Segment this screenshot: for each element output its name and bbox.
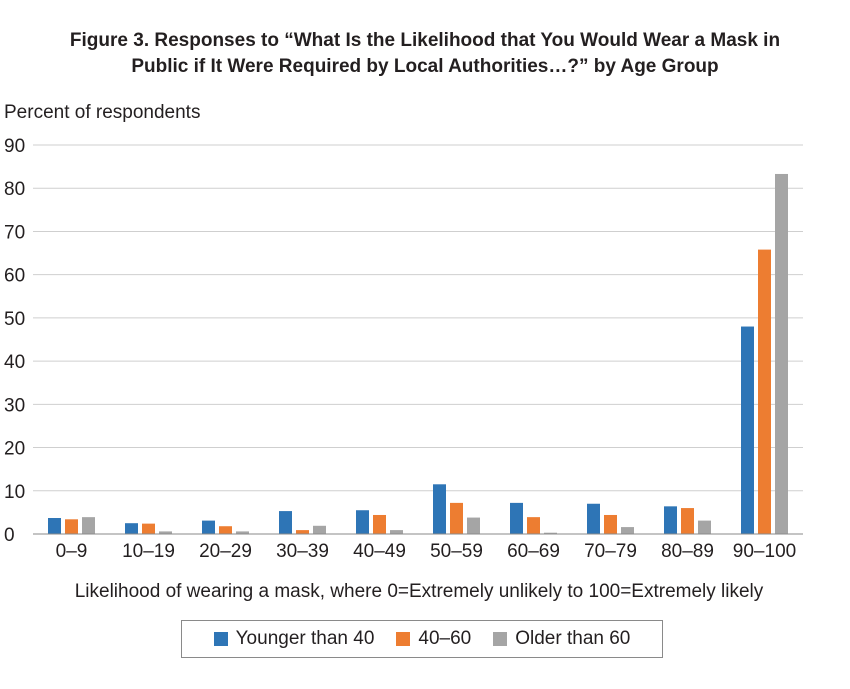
bar bbox=[202, 520, 215, 534]
bar bbox=[604, 514, 617, 534]
x-tick-label: 60–69 bbox=[507, 541, 560, 562]
chart-title: Figure 3. Responses to “What Is the Like… bbox=[0, 28, 850, 80]
y-tick-label: 50 bbox=[4, 309, 25, 330]
bar bbox=[681, 508, 694, 534]
legend-item-younger-than-40: Younger than 40 bbox=[213, 628, 375, 650]
bar bbox=[125, 523, 138, 534]
bar bbox=[48, 518, 61, 534]
bar bbox=[544, 532, 557, 534]
bar bbox=[296, 530, 309, 534]
x-tick-label: 10–19 bbox=[122, 541, 175, 562]
y-tick-label: 10 bbox=[4, 482, 25, 503]
x-axis-label: Likelihood of wearing a mask, where 0=Ex… bbox=[75, 581, 764, 602]
x-tick-label: 50–59 bbox=[430, 541, 483, 562]
bar bbox=[664, 506, 677, 534]
bar bbox=[467, 517, 480, 534]
bar bbox=[433, 484, 446, 534]
bar bbox=[741, 326, 754, 534]
bar bbox=[313, 525, 326, 534]
y-tick-label: 80 bbox=[4, 179, 25, 200]
y-tick-label: 30 bbox=[4, 395, 25, 416]
bar bbox=[159, 531, 172, 534]
legend-item-older-than-60: Older than 60 bbox=[493, 628, 630, 650]
bar bbox=[450, 502, 463, 534]
bar bbox=[698, 520, 711, 534]
chart-title-line-2: Public if It Were Required by Local Auth… bbox=[131, 56, 719, 77]
y-tick-label: 0 bbox=[4, 525, 15, 546]
x-tick-label: 30–39 bbox=[276, 541, 329, 562]
y-axis-label: Percent of respondents bbox=[4, 102, 200, 123]
legend-label: 40–60 bbox=[418, 628, 472, 649]
x-axis-ticks: 0–9 10–19 20–29 30–39 40–49 50–59 60–69 70–79 80… bbox=[56, 541, 797, 562]
bar bbox=[510, 502, 523, 534]
bar bbox=[373, 514, 386, 534]
bar bbox=[758, 249, 771, 534]
x-tick-label: 20–29 bbox=[199, 541, 252, 562]
y-tick-label: 20 bbox=[4, 439, 25, 460]
legend-label: Younger than 40 bbox=[235, 628, 375, 649]
gridlines bbox=[33, 144, 803, 492]
y-tick-label: 70 bbox=[4, 222, 25, 243]
y-tick-label: 60 bbox=[4, 266, 25, 287]
bar bbox=[219, 526, 232, 534]
legend-label: Older than 60 bbox=[515, 628, 631, 649]
bar bbox=[390, 530, 403, 534]
bar bbox=[142, 523, 155, 534]
y-tick-label: 40 bbox=[4, 352, 25, 373]
y-tick-label: 90 bbox=[4, 136, 25, 157]
bar bbox=[82, 517, 95, 534]
bar bbox=[775, 173, 788, 534]
bar bbox=[621, 527, 634, 534]
x-tick-label: 90–100 bbox=[733, 541, 796, 562]
bar bbox=[527, 517, 540, 534]
legend-swatch bbox=[396, 632, 411, 646]
legend: Younger than 40 40–60 Older than 60 bbox=[181, 620, 663, 658]
legend-swatch bbox=[493, 632, 508, 646]
x-tick-label: 40–49 bbox=[353, 541, 406, 562]
y-axis-ticks: 0 10 20 30 40 50 60 70 80 90 bbox=[4, 136, 25, 546]
x-tick-label: 80–89 bbox=[661, 541, 714, 562]
legend-item-40-60: 40–60 bbox=[396, 628, 471, 650]
bar bbox=[279, 511, 292, 534]
x-tick-label: 0–9 bbox=[56, 541, 88, 562]
bar bbox=[236, 531, 249, 534]
bars bbox=[48, 173, 788, 534]
bar bbox=[356, 510, 369, 534]
bar bbox=[587, 503, 600, 534]
bar bbox=[65, 519, 78, 534]
legend-swatch bbox=[213, 632, 228, 646]
chart-title-line-1: Figure 3. Responses to “What Is the Like… bbox=[69, 30, 781, 51]
x-tick-label: 70–79 bbox=[584, 541, 637, 562]
